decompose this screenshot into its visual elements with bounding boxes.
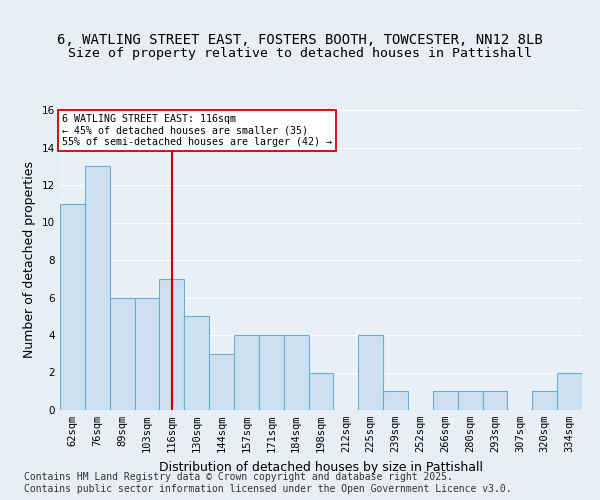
Text: 6 WATLING STREET EAST: 116sqm
← 45% of detached houses are smaller (35)
55% of s: 6 WATLING STREET EAST: 116sqm ← 45% of d…: [62, 114, 332, 147]
Bar: [134, 298, 160, 410]
Bar: [209, 354, 234, 410]
Text: Contains HM Land Registry data © Crown copyright and database right 2025.: Contains HM Land Registry data © Crown c…: [24, 472, 453, 482]
Bar: [383, 391, 408, 410]
Y-axis label: Number of detached properties: Number of detached properties: [23, 162, 37, 358]
Text: Contains public sector information licensed under the Open Government Licence v3: Contains public sector information licen…: [24, 484, 512, 494]
X-axis label: Distribution of detached houses by size in Pattishall: Distribution of detached houses by size …: [159, 460, 483, 473]
Bar: [60, 204, 85, 410]
Bar: [458, 391, 482, 410]
Bar: [234, 335, 259, 410]
Bar: [482, 391, 508, 410]
Bar: [259, 335, 284, 410]
Text: Size of property relative to detached houses in Pattishall: Size of property relative to detached ho…: [68, 48, 532, 60]
Bar: [184, 316, 209, 410]
Bar: [557, 372, 582, 410]
Bar: [110, 298, 134, 410]
Bar: [85, 166, 110, 410]
Bar: [532, 391, 557, 410]
Bar: [160, 279, 184, 410]
Bar: [284, 335, 308, 410]
Bar: [308, 372, 334, 410]
Bar: [433, 391, 458, 410]
Bar: [358, 335, 383, 410]
Text: 6, WATLING STREET EAST, FOSTERS BOOTH, TOWCESTER, NN12 8LB: 6, WATLING STREET EAST, FOSTERS BOOTH, T…: [57, 32, 543, 46]
